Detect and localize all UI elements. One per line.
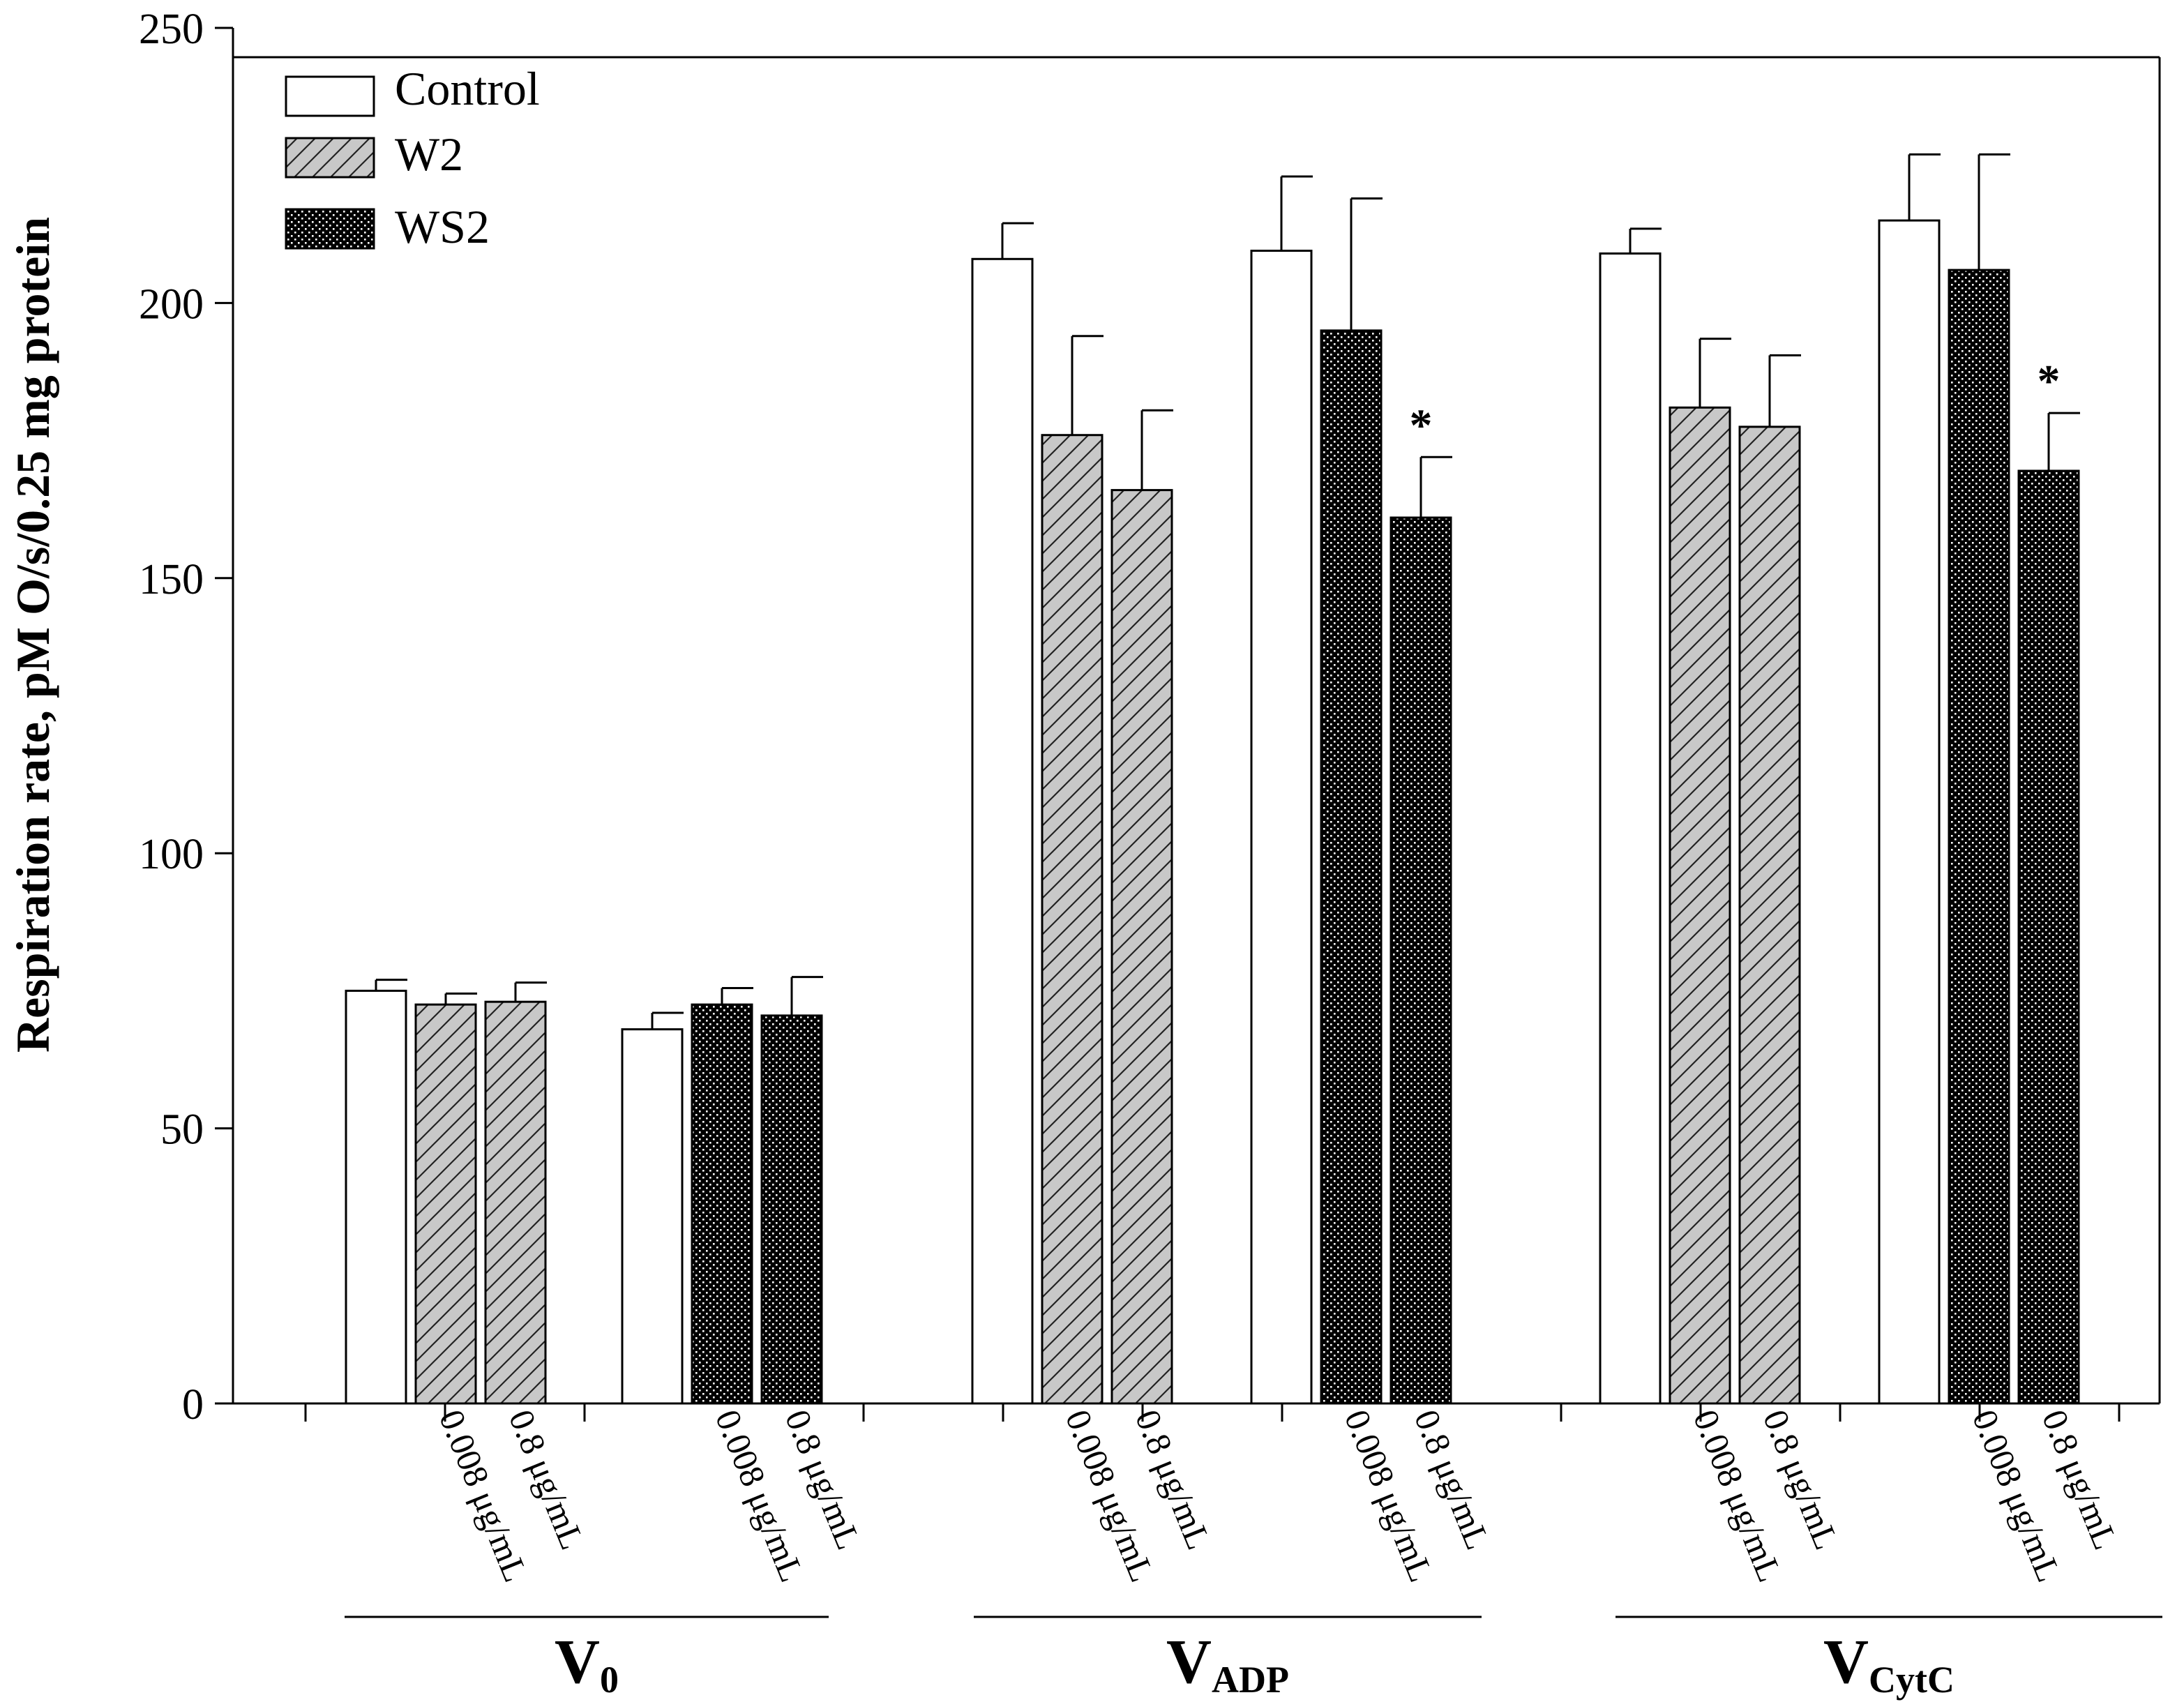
bar-control — [345, 989, 407, 1405]
group-label: V0 — [555, 1627, 619, 1701]
legend-swatch-control — [285, 75, 375, 117]
bar-w2 — [1669, 406, 1731, 1405]
y-tick-label: 0 — [182, 1381, 204, 1429]
y-tick-label: 50 — [160, 1106, 204, 1154]
bar-ws2 — [1390, 516, 1452, 1405]
bars-layer: ** — [345, 153, 2080, 1405]
y-tick-label: 150 — [139, 556, 204, 603]
bar-w2 — [1110, 489, 1173, 1405]
legend-label-ws2: WS2 — [395, 200, 490, 253]
y-axis: 0 50 100 150 200 250 — [139, 6, 233, 1429]
bar-ws2 — [760, 1014, 823, 1405]
x-tick-labels: 0.008 μg/mL0.8 μg/mL 0.008 μg/mL0.8 μg/mL… — [432, 1404, 2126, 1587]
group-label: VCytC — [1823, 1627, 1955, 1701]
group-label-subscript: 0 — [600, 1659, 619, 1701]
y-tick-label: 200 — [139, 280, 204, 328]
group-label-subscript: CytC — [1869, 1659, 1955, 1701]
bar-w2 — [414, 1003, 477, 1405]
bar-control — [1599, 252, 1662, 1405]
legend: Control W2 WS2 — [285, 62, 540, 253]
bar-control — [1250, 249, 1313, 1405]
bar-control — [621, 1028, 684, 1405]
bar-ws2 — [1948, 269, 2010, 1405]
significance-marker: * — [1410, 400, 1433, 451]
bar-control — [971, 257, 1034, 1405]
group-label: VADP — [1166, 1627, 1289, 1701]
bar-ws2 — [2017, 469, 2080, 1405]
bar-w2 — [484, 1000, 547, 1405]
x-axis-ticks — [304, 1403, 2121, 1422]
y-axis-title: Respiration rate, pM O/s/0.25 mg protein — [6, 217, 59, 1053]
y-tick-label: 250 — [139, 6, 204, 53]
legend-label-w2: W2 — [395, 128, 463, 181]
group-label-subscript: ADP — [1212, 1659, 1289, 1701]
bar-ws2 — [691, 1003, 753, 1405]
group-label-main: V — [1166, 1627, 1212, 1696]
bar-w2 — [1041, 434, 1104, 1405]
bar-w2 — [1738, 426, 1801, 1405]
y-tick-label: 100 — [139, 831, 204, 878]
group-label-main: V — [555, 1627, 600, 1696]
bar-control — [1878, 219, 1941, 1405]
bar-ws2 — [1320, 329, 1383, 1405]
legend-label-control: Control — [395, 62, 540, 115]
plot-frame — [232, 28, 2161, 1405]
significance-marker: * — [2038, 356, 2061, 407]
legend-swatch-w2 — [285, 137, 375, 179]
group-label-main: V — [1823, 1627, 1869, 1696]
group-labels: V0 VADP VCytC — [345, 1616, 2162, 1701]
legend-swatch-ws2 — [285, 208, 375, 250]
